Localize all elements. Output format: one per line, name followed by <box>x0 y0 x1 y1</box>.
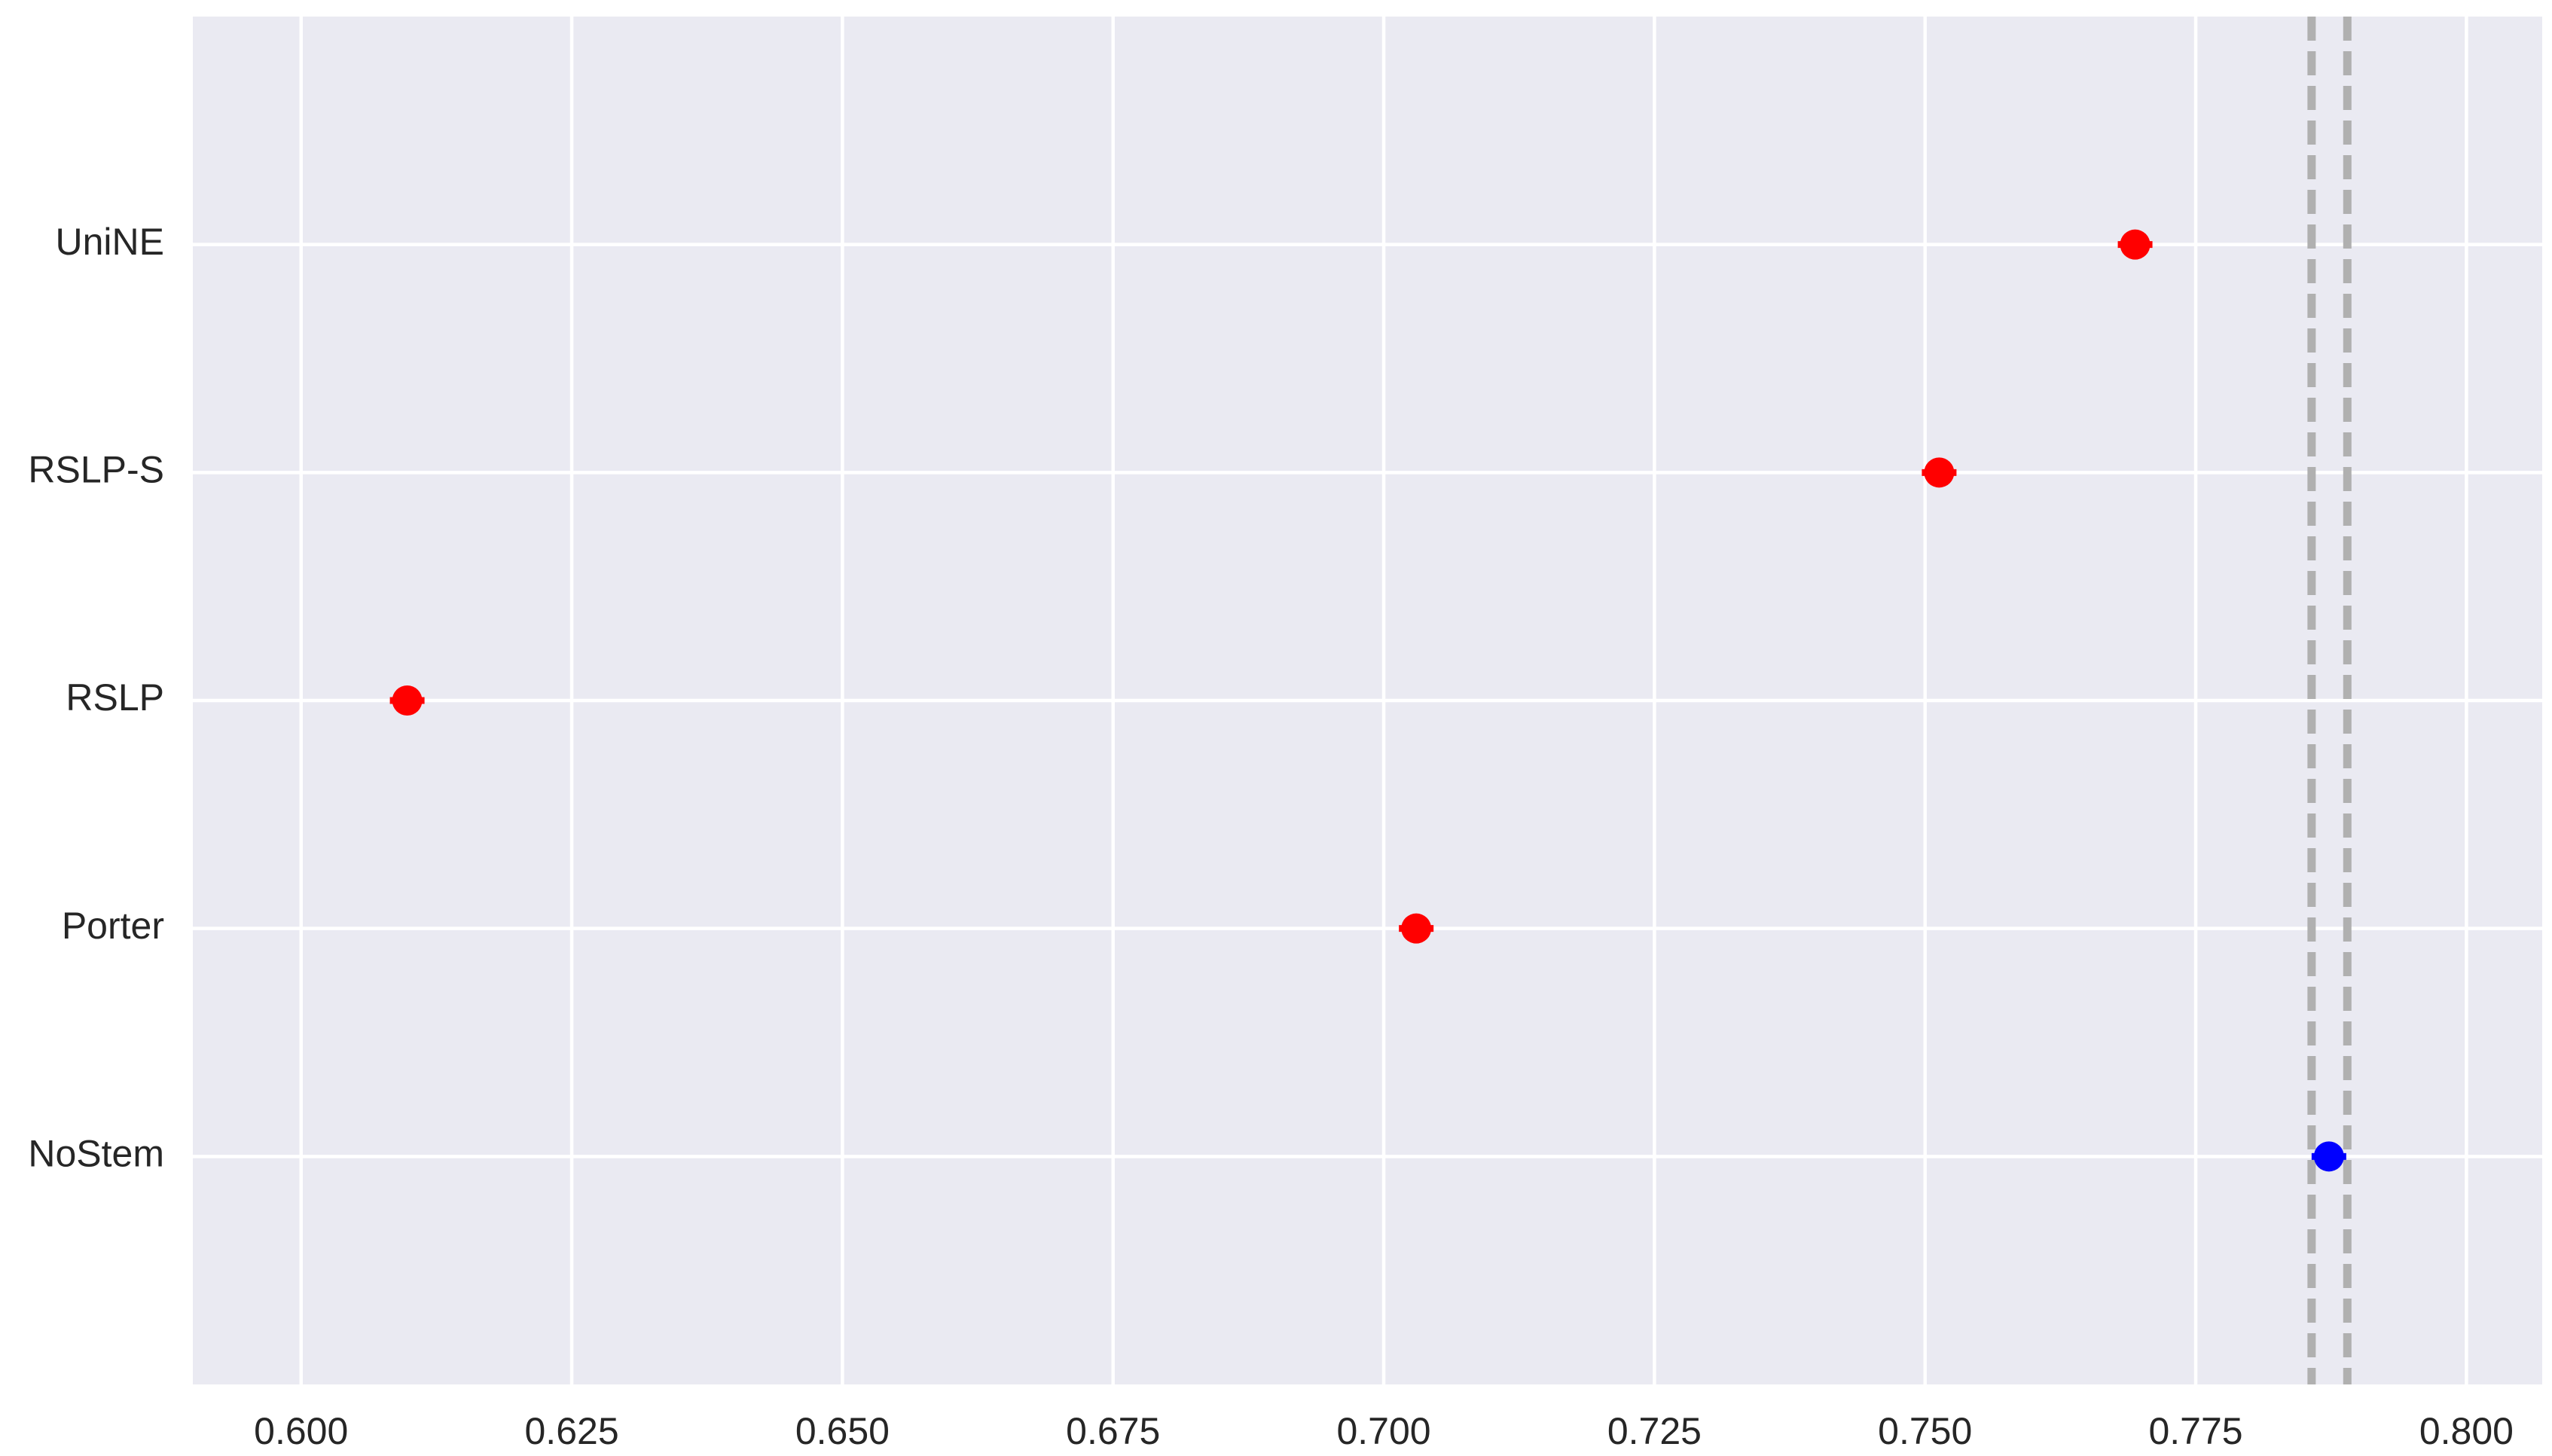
x-tick-label: 0.650 <box>795 1410 890 1452</box>
x-tick-label: 0.725 <box>1607 1410 1702 1452</box>
x-tick-label: 0.700 <box>1336 1410 1430 1452</box>
y-tick-label: NoStem <box>28 1133 164 1175</box>
point <box>1924 457 1955 488</box>
x-tick-label: 0.750 <box>1878 1410 1972 1452</box>
point <box>392 685 423 716</box>
y-tick-label: Porter <box>62 905 164 947</box>
x-tick-label: 0.775 <box>2148 1410 2242 1452</box>
x-tick-label: 0.625 <box>525 1410 619 1452</box>
point <box>1401 913 1432 944</box>
point <box>2313 1141 2344 1172</box>
point <box>2120 229 2151 260</box>
y-tick-label: UniNE <box>56 221 164 263</box>
y-tick-label: RSLP <box>66 676 164 719</box>
y-tick-label: RSLP-S <box>28 449 164 491</box>
x-tick-label: 0.675 <box>1066 1410 1160 1452</box>
x-tick-label: 0.600 <box>254 1410 348 1452</box>
x-tick-label: 0.800 <box>2419 1410 2514 1452</box>
